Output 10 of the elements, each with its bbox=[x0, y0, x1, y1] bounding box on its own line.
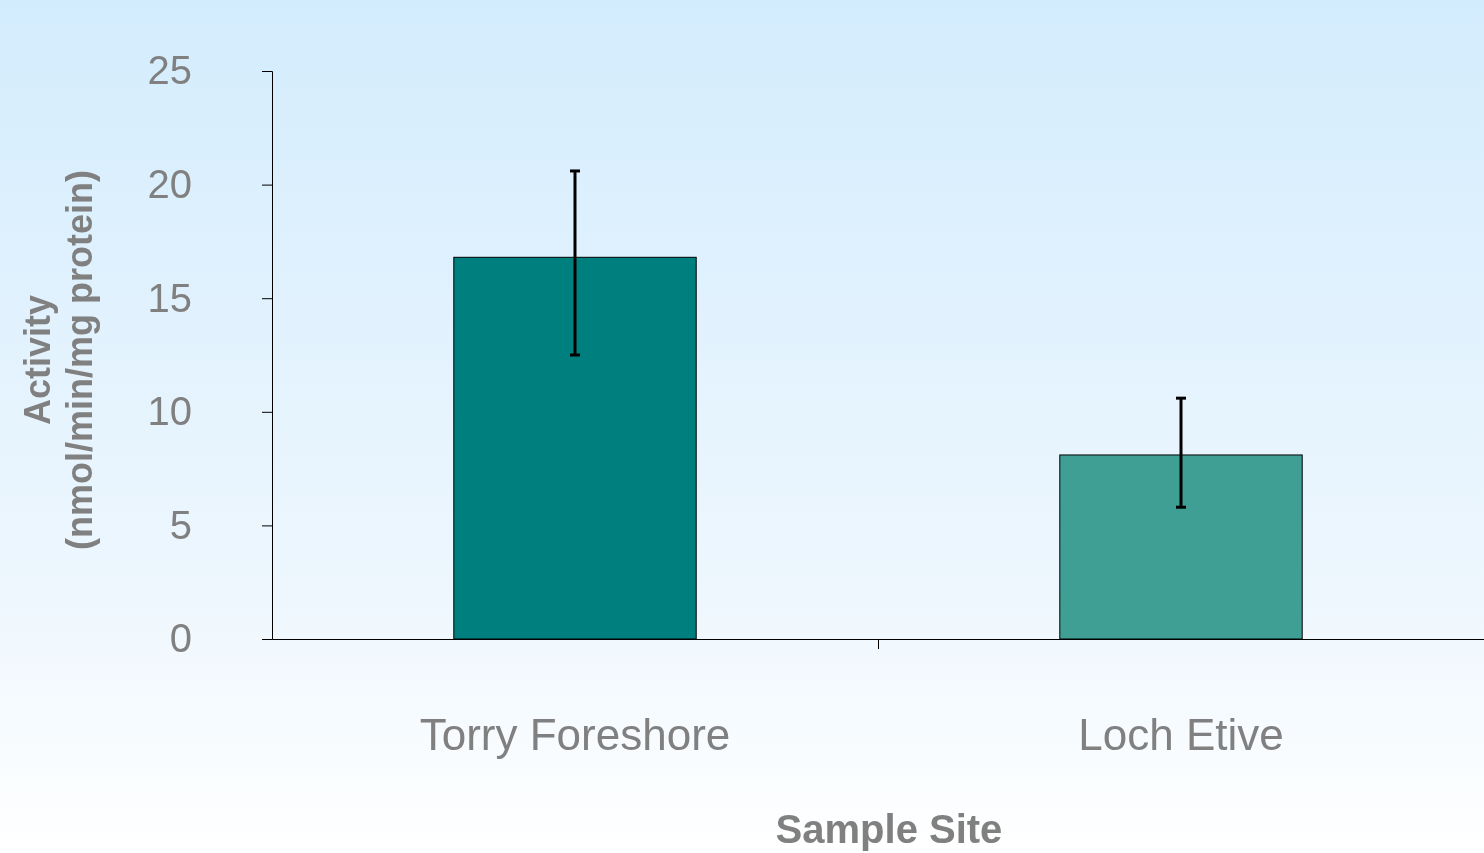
y-tick-label: 25 bbox=[147, 48, 192, 93]
y-tick-label: 5 bbox=[169, 502, 192, 547]
y-tick-label: 20 bbox=[147, 161, 192, 206]
x-tick-label: Loch Etive bbox=[1078, 710, 1284, 759]
x-axis-title: Sample Site bbox=[775, 807, 1003, 851]
y-axis-title: Activity (nmol/min/mg protein) bbox=[17, 170, 100, 550]
x-tick-label: Torry Foreshore bbox=[419, 710, 731, 759]
y-tick-label: 10 bbox=[147, 389, 192, 434]
y-tick-label: 0 bbox=[169, 616, 192, 661]
y-tick-label: 15 bbox=[147, 275, 192, 320]
